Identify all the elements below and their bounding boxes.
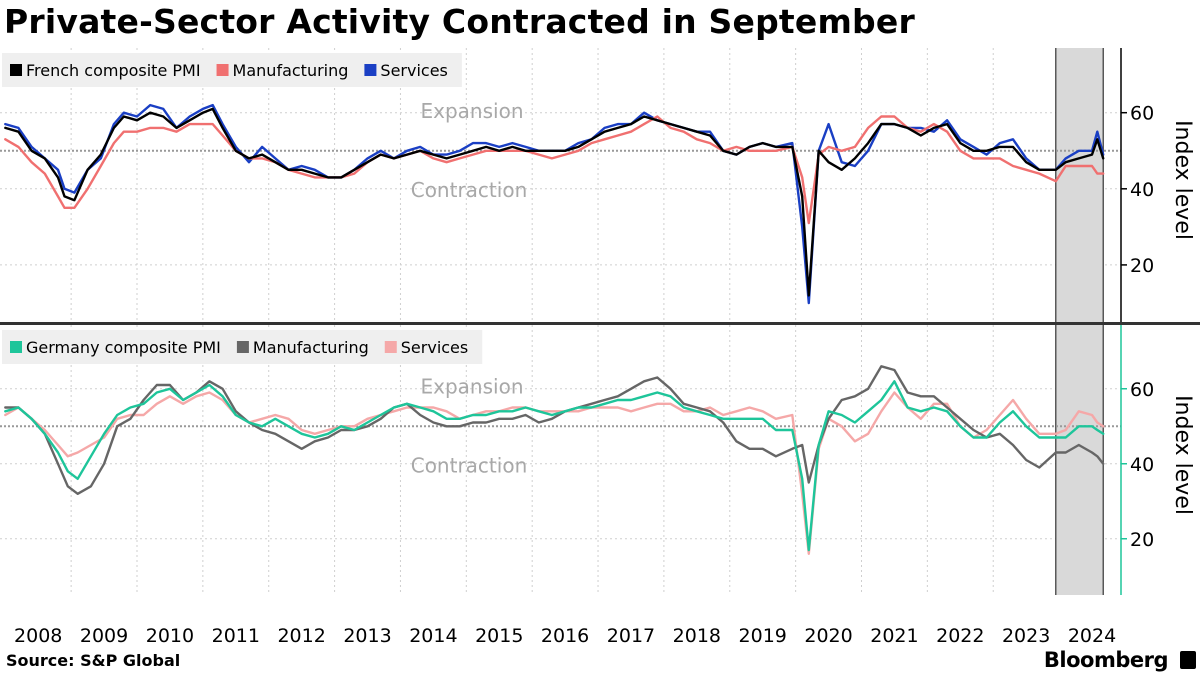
france-french-composite-pmi-line	[4, 107, 1105, 297]
germany-manufacturing-legend-label: Manufacturing	[253, 338, 369, 357]
x-tick-label-2020: 2020	[804, 625, 852, 647]
france-french-composite-pmi-legend-swatch	[10, 64, 22, 76]
contraction-label: Contraction	[411, 453, 528, 477]
x-tick-label-2015: 2015	[475, 625, 523, 647]
france-french-composite-pmi-legend-label: French composite PMI	[26, 61, 201, 80]
x-tick-label-2016: 2016	[541, 625, 589, 647]
y-tick-label-40: 40	[1130, 454, 1154, 476]
x-tick-label-2013: 2013	[343, 625, 391, 647]
germany-manufacturing-line	[4, 365, 1105, 495]
y-tick-label-20: 20	[1130, 529, 1154, 551]
x-tick-label-2018: 2018	[673, 625, 721, 647]
x-tick-label-2023: 2023	[1002, 625, 1050, 647]
germany-services-legend-label: Services	[401, 338, 468, 357]
y-tick-label-60: 60	[1130, 103, 1154, 125]
germany-pmi-panel: 20 40 60 Expansion Contraction Index level Ger…	[0, 325, 1195, 595]
x-tick-label-2010: 2010	[146, 625, 194, 647]
x-tick-label-2017: 2017	[607, 625, 655, 647]
france-manufacturing-legend-label: Manufacturing	[233, 61, 349, 80]
shaded-period	[1055, 48, 1104, 322]
x-tick-label-2011: 2011	[212, 625, 260, 647]
france-manufacturing-legend-swatch	[216, 64, 229, 76]
french-pmi-panel: 20 40 60 Expansion Contraction Index level Fre…	[0, 48, 1195, 322]
germany-services-legend-swatch	[384, 341, 397, 353]
germany-germany-composite-pmi-legend-label: Germany composite PMI	[26, 338, 221, 357]
x-tick-label-2008: 2008	[14, 625, 62, 647]
germany-manufacturing-legend-swatch	[236, 341, 249, 353]
x-tick-label-2012: 2012	[277, 625, 325, 647]
expansion-label: Expansion	[421, 374, 524, 398]
x-tick-label-2024: 2024	[1068, 625, 1116, 647]
x-tick-label-2019: 2019	[739, 625, 787, 647]
source-note: Source: S&P Global	[6, 651, 181, 670]
chart-title: Private-Sector Activity Contracted in Se…	[4, 2, 915, 41]
year-axis: 2008 2009 2010 2011 2012 2013 2014 2015 2016 2017…	[14, 625, 1116, 647]
france-manufacturing-line	[4, 115, 1105, 225]
germany-germany-composite-pmi-line	[4, 380, 1105, 552]
france-services-legend-swatch	[364, 64, 377, 76]
germany-germany-composite-pmi-legend-swatch	[10, 341, 22, 353]
y-tick-label-20: 20	[1130, 255, 1154, 277]
y-axis-label: Index level	[1170, 395, 1195, 515]
bloomberg-logo: Bloomberg	[1043, 648, 1169, 672]
shaded-period	[1055, 325, 1104, 595]
y-tick-label-60: 60	[1130, 379, 1154, 401]
x-tick-label-2022: 2022	[936, 625, 984, 647]
x-tick-label-2014: 2014	[409, 625, 457, 647]
france-services-legend-label: Services	[380, 61, 447, 80]
x-tick-label-2021: 2021	[870, 625, 918, 647]
y-tick-label-40: 40	[1130, 179, 1154, 201]
legend-background	[2, 53, 462, 87]
france-services-line	[4, 103, 1105, 305]
expansion-label: Expansion	[421, 99, 524, 123]
contraction-label: Contraction	[411, 178, 528, 202]
bloomberg-logo-icon	[1180, 651, 1196, 669]
y-axis-label: Index level	[1170, 120, 1195, 240]
x-tick-label-2009: 2009	[80, 625, 128, 647]
